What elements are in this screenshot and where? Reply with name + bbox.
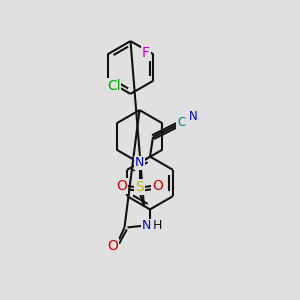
Text: N: N xyxy=(141,219,151,232)
Text: F: F xyxy=(142,46,150,60)
Text: S: S xyxy=(135,180,144,194)
Text: O: O xyxy=(107,239,118,253)
Text: H: H xyxy=(153,219,162,232)
Text: O: O xyxy=(152,179,163,193)
Text: N: N xyxy=(135,156,144,170)
Text: N: N xyxy=(188,110,197,124)
Text: C: C xyxy=(177,116,185,130)
Text: O: O xyxy=(116,179,127,193)
Text: Cl: Cl xyxy=(107,79,120,93)
